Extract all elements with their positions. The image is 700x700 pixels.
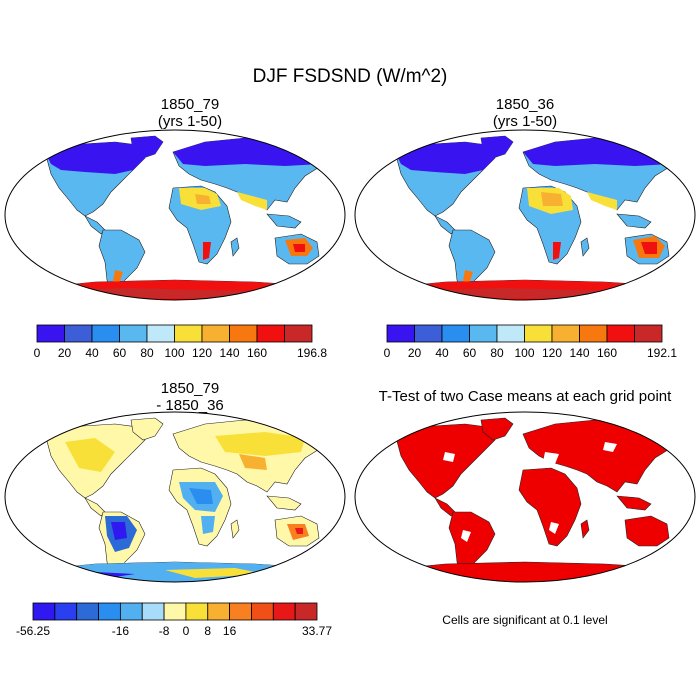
- colorbar-box: [256, 324, 285, 343]
- colorbar-box: [54, 602, 78, 621]
- colorbar-label: 8: [204, 624, 211, 638]
- colorbar-label: 60: [463, 346, 477, 360]
- colorbar-box: [496, 324, 525, 343]
- colorbar-box: [251, 602, 274, 621]
- colorbar-box: [91, 324, 120, 343]
- colorbar-label: 140: [569, 346, 589, 360]
- colorbar-box: [32, 602, 56, 621]
- colorbar-box: [229, 324, 258, 343]
- colorbar-panel-2: 0 20 40 60 80 100 120 140 160 192.1: [384, 324, 677, 360]
- panel-2-title-line1: 1850_36: [495, 96, 555, 113]
- colorbar-label: 0: [384, 346, 391, 360]
- colorbar-box: [64, 324, 93, 343]
- colorbar-label: 20: [58, 346, 72, 360]
- map-panel-1: [4, 129, 346, 301]
- colorbar-label: 33.77: [302, 624, 332, 638]
- colorbar-label: 140: [219, 346, 239, 360]
- panel-1-title-line1: 1850_79: [160, 96, 220, 113]
- colorbar-box: [119, 324, 148, 343]
- colorbar-box: [469, 324, 498, 343]
- colorbar-label: 100: [164, 346, 184, 360]
- colorbar-box: [119, 602, 143, 621]
- colorbar-box: [163, 602, 187, 621]
- colorbar-box: [386, 324, 415, 343]
- colorbar-box: [284, 324, 313, 343]
- colorbar-label: -56.25: [16, 624, 50, 638]
- colorbar-box: [174, 324, 203, 343]
- colorbar-box: [606, 324, 635, 343]
- significance-note: Cells are significant at 0.1 level: [442, 613, 608, 627]
- colorbar-label: 80: [140, 346, 154, 360]
- colorbar-box: [441, 324, 470, 343]
- colorbar-panel-1: 0 20 40 60 80 100 120 140 160 196.8: [34, 324, 327, 360]
- panel-3-title: 1850_79 - 1850_36: [40, 380, 340, 414]
- colorbar-label: 160: [247, 346, 267, 360]
- panel-4-title: T-Test of two Case means at each grid po…: [378, 388, 672, 405]
- colorbar-label: 0: [183, 624, 190, 638]
- colorbar-label: -8: [159, 624, 170, 638]
- colorbar-box: [98, 602, 121, 621]
- panel-2-title-line2: (yrs 1-50): [492, 113, 558, 130]
- panel-1-title: 1850_79 (yrs 1-50): [40, 96, 340, 130]
- colorbar-panel-3: -56.25 -16 -8 0 8 16 33.77: [16, 602, 332, 638]
- colorbar-label: 16: [223, 624, 237, 638]
- colorbar-box: [229, 602, 252, 621]
- colorbar-box: [414, 324, 443, 343]
- colorbar-box: [634, 324, 663, 343]
- colorbar-label: 20: [408, 346, 422, 360]
- colorbar-label: 60: [113, 346, 127, 360]
- map-panel-2: [354, 129, 696, 301]
- colorbar-box: [185, 602, 209, 621]
- colorbar-label: 192.1: [647, 346, 677, 360]
- colorbar-label: 160: [597, 346, 617, 360]
- panel-3-title-line1: 1850_79: [160, 380, 220, 397]
- colorbar-label: 40: [85, 346, 99, 360]
- panel-3-title-line2: - 1850_36: [156, 397, 224, 414]
- figure-title: DJF FSDSND (W/m^2): [252, 66, 448, 87]
- colorbar-box: [201, 324, 230, 343]
- colorbar-box: [76, 602, 99, 621]
- colorbar-box: [579, 324, 608, 343]
- map-panel-4: [354, 411, 696, 583]
- colorbar-box: [141, 602, 165, 621]
- colorbar-box: [272, 602, 296, 621]
- colorbar-label: 100: [514, 346, 534, 360]
- colorbar-label: 196.8: [297, 346, 327, 360]
- panel-2-title: 1850_36 (yrs 1-50): [375, 96, 675, 130]
- colorbar-label: -16: [112, 624, 130, 638]
- colorbar-box: [146, 324, 175, 343]
- colorbar-box: [207, 602, 231, 621]
- colorbar-label: 80: [490, 346, 504, 360]
- colorbar-box: [524, 324, 553, 343]
- panel-1-title-line2: (yrs 1-50): [157, 113, 223, 130]
- colorbar-label: 120: [542, 346, 562, 360]
- colorbar-box: [36, 324, 65, 343]
- colorbar-label: 0: [34, 346, 41, 360]
- colorbar-label: 40: [435, 346, 449, 360]
- colorbar-box: [551, 324, 580, 343]
- colorbar-box: [294, 602, 318, 621]
- map-panel-3: [4, 411, 346, 583]
- colorbar-label: 120: [192, 346, 212, 360]
